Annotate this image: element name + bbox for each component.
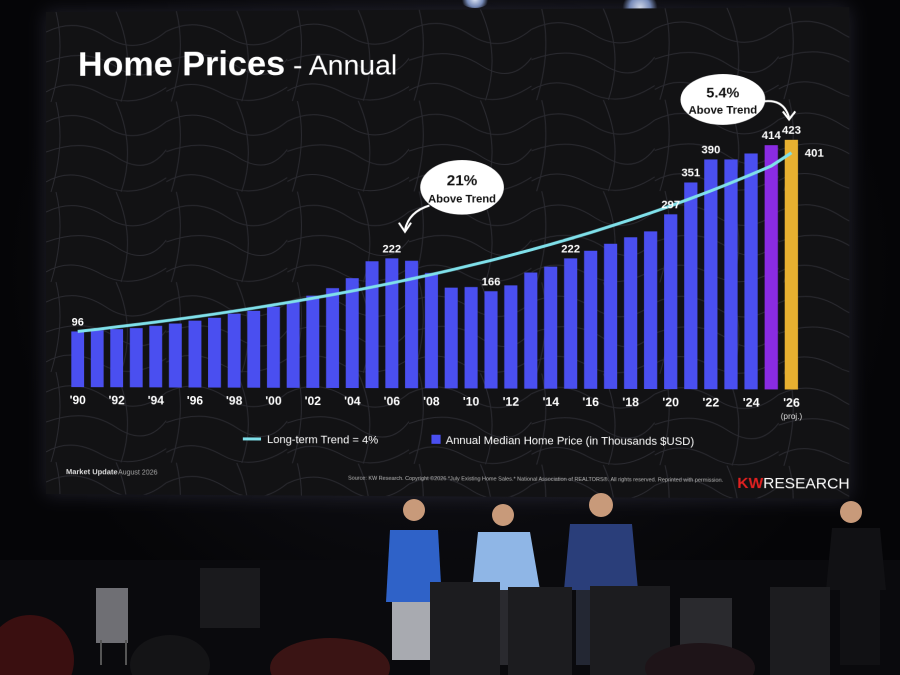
bar-95 bbox=[169, 324, 182, 388]
x-tick-label: '14 bbox=[542, 395, 559, 409]
stage-scene bbox=[0, 490, 900, 675]
x-tick-label: '00 bbox=[265, 394, 282, 408]
value-label: 297 bbox=[661, 199, 680, 211]
slide-title: Home Prices - Annual bbox=[78, 44, 397, 84]
x-tick-sublabel: (proj.) bbox=[781, 412, 803, 421]
bar-10 bbox=[465, 287, 478, 388]
value-label: 222 bbox=[561, 243, 580, 255]
bar-97 bbox=[208, 318, 221, 388]
bar-19 bbox=[644, 231, 657, 389]
bar-96 bbox=[189, 321, 202, 388]
bar-14 bbox=[544, 267, 557, 389]
value-label: 166 bbox=[482, 276, 501, 288]
slide-title-bold: Home Prices bbox=[78, 45, 285, 84]
bar-01 bbox=[287, 301, 300, 387]
legend-trend-label: Long-term Trend = 4% bbox=[267, 434, 378, 447]
bar-98 bbox=[228, 314, 241, 388]
bar-23 bbox=[724, 159, 737, 389]
callout-peak-label: Above Trend bbox=[428, 193, 496, 205]
value-label: 423 bbox=[782, 125, 801, 137]
slide-canvas: Home Prices - Annual 96 222 166 222 297 35139… bbox=[46, 7, 849, 499]
audience-head bbox=[0, 615, 74, 675]
x-tick-label: '06 bbox=[384, 394, 401, 408]
x-tick-label: '16 bbox=[582, 395, 599, 409]
slide-title-rest: - Annual bbox=[285, 49, 397, 81]
bar-94 bbox=[149, 326, 162, 388]
callout-current-pct: 5.4% bbox=[706, 84, 740, 100]
x-tick-label: '92 bbox=[109, 393, 126, 407]
bar-21 bbox=[684, 182, 697, 389]
chair-leg bbox=[125, 640, 127, 665]
audience-head bbox=[270, 638, 390, 675]
x-tick-label: '10 bbox=[463, 394, 480, 408]
bar-18 bbox=[624, 237, 637, 389]
value-label: 414 bbox=[762, 130, 782, 142]
bar-08 bbox=[425, 273, 438, 388]
legend-bar-label: Annual Median Home Price (in Thousands $… bbox=[446, 435, 694, 448]
audience-head bbox=[130, 635, 210, 675]
value-label: 351 bbox=[681, 167, 700, 179]
x-tick-label: '96 bbox=[187, 393, 204, 407]
x-tick-label: '18 bbox=[622, 395, 639, 409]
bar-04 bbox=[346, 278, 359, 388]
chair-leg bbox=[100, 640, 102, 665]
bar-00 bbox=[267, 307, 280, 388]
bar-06 bbox=[385, 258, 398, 388]
bar-26 bbox=[785, 140, 798, 390]
bar-99 bbox=[247, 311, 260, 388]
value-label: 222 bbox=[383, 243, 402, 255]
x-tick-label: '02 bbox=[305, 394, 322, 408]
podium-table bbox=[430, 582, 500, 675]
x-tick-label: '12 bbox=[503, 395, 520, 409]
x-tick-label: '90 bbox=[70, 393, 87, 407]
footer-date: August 2026 bbox=[118, 469, 158, 476]
bar-93 bbox=[130, 328, 143, 387]
bar-03 bbox=[326, 288, 339, 388]
value-label: 96 bbox=[72, 316, 84, 328]
podium-table bbox=[508, 587, 572, 675]
bar-05 bbox=[366, 261, 379, 388]
x-tick-label: '98 bbox=[226, 394, 243, 408]
bar-25 bbox=[765, 145, 778, 389]
callout-peak-pct: 21% bbox=[447, 172, 478, 189]
stage-box bbox=[680, 598, 732, 648]
bar-13 bbox=[524, 273, 537, 389]
podium-table bbox=[770, 587, 830, 675]
bar-17 bbox=[604, 244, 617, 389]
legend-square-swatch bbox=[431, 435, 440, 444]
camera-rig bbox=[200, 568, 260, 628]
x-tick-label: '26 bbox=[783, 396, 800, 410]
bar-91 bbox=[91, 330, 104, 387]
x-tick-label: '24 bbox=[743, 395, 760, 409]
presenter-black-tshirt bbox=[826, 501, 886, 665]
bar-24 bbox=[744, 153, 757, 389]
bar-16 bbox=[584, 251, 597, 389]
bar-12 bbox=[504, 285, 517, 388]
chair-left bbox=[96, 588, 128, 643]
bar-92 bbox=[110, 329, 123, 387]
x-tick-label: '22 bbox=[702, 395, 719, 409]
x-tick-label: '94 bbox=[148, 393, 165, 407]
value-label: 401 bbox=[805, 148, 824, 160]
footer-market-update: Market Update bbox=[66, 467, 118, 476]
presentation-screen: Home Prices - Annual 96 222 166 222 297 351 39… bbox=[46, 7, 849, 499]
bar-15 bbox=[564, 258, 577, 388]
bar-02 bbox=[306, 296, 319, 388]
bar-90 bbox=[71, 331, 84, 387]
x-tick-label: '20 bbox=[662, 395, 679, 409]
value-label: 390 bbox=[701, 144, 720, 156]
callout-current-label: Above Trend bbox=[688, 104, 757, 116]
bar-09 bbox=[445, 288, 458, 389]
bar-20 bbox=[664, 214, 677, 389]
x-tick-label: '04 bbox=[344, 394, 361, 408]
bar-11 bbox=[484, 291, 497, 388]
legend: Long-term Trend = 4% Annual Median Home … bbox=[243, 434, 694, 448]
x-tick-label: '08 bbox=[423, 394, 440, 408]
